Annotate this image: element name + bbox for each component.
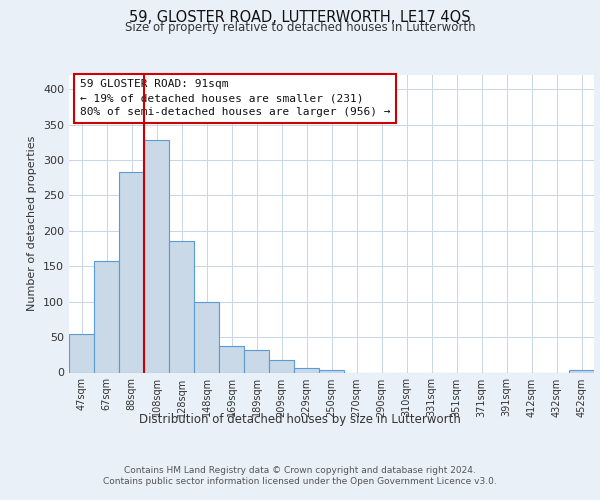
Text: Contains HM Land Registry data © Crown copyright and database right 2024.: Contains HM Land Registry data © Crown c… (124, 466, 476, 475)
Bar (219, 346, 244, 372)
Text: Distribution of detached houses by size in Lutterworth: Distribution of detached houses by size … (139, 412, 461, 426)
Bar (319, 370, 344, 372)
Bar (69, 334, 94, 372)
Bar (244, 350, 269, 372)
Y-axis label: Number of detached properties: Number of detached properties (28, 136, 37, 312)
Text: 59, GLOSTER ROAD, LUTTERWORTH, LE17 4QS: 59, GLOSTER ROAD, LUTTERWORTH, LE17 4QS (129, 10, 471, 25)
Bar (269, 360, 294, 372)
Bar (294, 368, 319, 372)
Text: Contains public sector information licensed under the Open Government Licence v3: Contains public sector information licen… (103, 477, 497, 486)
Text: 59 GLOSTER ROAD: 91sqm
← 19% of detached houses are smaller (231)
80% of semi-de: 59 GLOSTER ROAD: 91sqm ← 19% of detached… (79, 80, 390, 118)
Bar (144, 140, 169, 372)
Text: Size of property relative to detached houses in Lutterworth: Size of property relative to detached ho… (125, 21, 475, 34)
Bar (194, 302, 219, 372)
Bar (119, 172, 144, 372)
Bar (569, 370, 594, 372)
Bar (94, 260, 119, 372)
Bar (169, 242, 194, 372)
